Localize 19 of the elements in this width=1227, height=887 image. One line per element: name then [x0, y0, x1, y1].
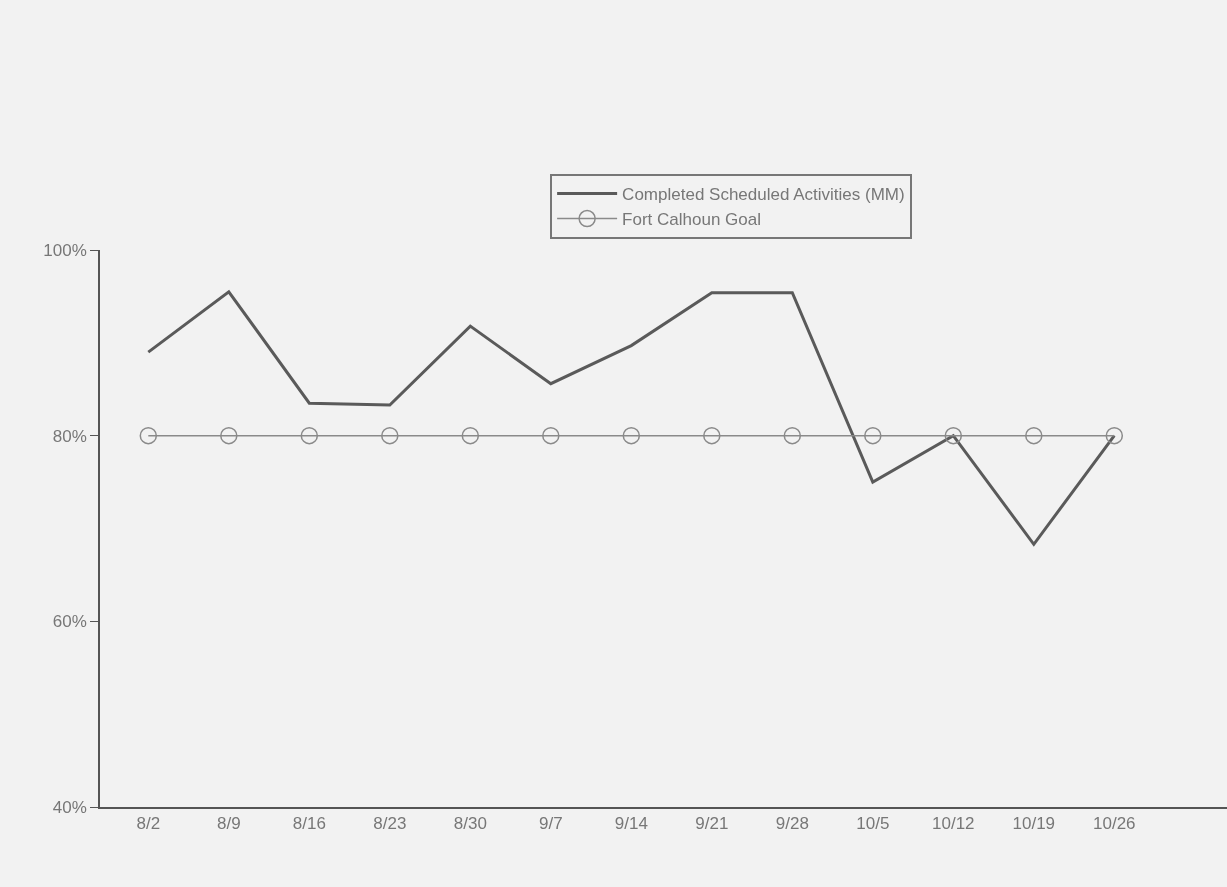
x-tick-label: 8/30 [453, 814, 487, 834]
x-tick-label: 10/19 [1012, 814, 1056, 834]
x-tick-label: 10/26 [1093, 814, 1136, 834]
x-tick-label: 9/7 [538, 814, 563, 834]
y-tick-label: 40% [52, 797, 87, 817]
legend-label: Fort Calhoun Goal [622, 210, 762, 230]
x-tick-label: 10/12 [932, 814, 975, 834]
x-tick-label: 8/23 [373, 814, 407, 834]
x-tick-label: 10/5 [856, 814, 890, 834]
x-tick-label: 9/28 [775, 814, 809, 834]
legend-label: Completed Scheduled Activities (MM) [622, 185, 905, 205]
y-tick-label: 80% [52, 426, 87, 446]
x-tick-label: 8/9 [216, 814, 241, 834]
y-tick-label: 60% [52, 612, 87, 632]
x-tick-label: 8/2 [136, 814, 161, 834]
x-tick-label: 9/21 [695, 814, 729, 834]
x-tick-label: 8/16 [292, 814, 326, 834]
y-tick-label: 100% [43, 240, 87, 260]
x-tick-label: 9/14 [614, 814, 648, 834]
